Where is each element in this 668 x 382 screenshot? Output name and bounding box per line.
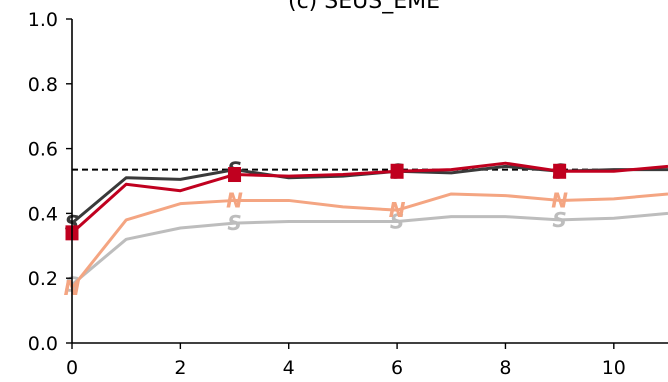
x-tick-label: 4 <box>283 357 295 379</box>
y-tick-label: 0.8 <box>28 74 58 96</box>
data-point <box>125 177 127 179</box>
data-point <box>613 198 615 200</box>
x-tick-label: 2 <box>174 357 186 379</box>
data-point <box>342 206 344 208</box>
data-point <box>125 238 127 240</box>
x-tick-label: 6 <box>391 357 403 379</box>
y-tick-label: 0.0 <box>28 333 58 355</box>
data-point <box>504 165 506 167</box>
series-line <box>70 161 668 234</box>
series-marker: N <box>226 188 243 212</box>
data-point <box>504 195 506 197</box>
series-line <box>71 211 668 286</box>
data-point <box>288 199 290 201</box>
data-point <box>179 190 181 192</box>
data-point <box>450 169 452 171</box>
data-point <box>342 221 344 222</box>
data-point <box>179 178 181 180</box>
data-point <box>450 172 452 174</box>
y-tick-label: 0.2 <box>28 268 58 290</box>
x-tick-label: 0 <box>66 357 78 379</box>
data-point <box>342 174 344 176</box>
series-2: NN N N <box>64 188 668 300</box>
series-marker: S <box>227 211 241 235</box>
series-line <box>70 192 668 289</box>
data-point <box>559 219 561 221</box>
series-marker: N <box>389 198 406 222</box>
data-point <box>559 199 561 201</box>
x-tick-label: 8 <box>499 357 511 379</box>
series-marker <box>390 163 404 179</box>
data-point <box>125 219 127 221</box>
data-point <box>396 209 398 211</box>
data-point <box>613 217 615 219</box>
y-tick-label: 1.0 <box>28 9 58 31</box>
data-point <box>504 162 506 164</box>
data-point <box>288 175 290 177</box>
data-point <box>125 183 127 185</box>
series-marker <box>228 167 242 183</box>
y-tick-label: 0.4 <box>28 203 58 225</box>
data-point <box>179 227 181 229</box>
series-marker <box>553 163 567 179</box>
data-point <box>288 221 290 222</box>
data-point <box>613 170 615 172</box>
data-point <box>450 216 452 218</box>
data-point <box>179 203 181 205</box>
data-point <box>234 222 236 224</box>
data-point <box>504 216 506 218</box>
series-line <box>71 164 668 225</box>
series-marker: S <box>552 208 566 232</box>
data-point <box>234 199 236 201</box>
chart-title: (c) SEUS_EME <box>288 0 440 14</box>
series-3: SS S S <box>65 208 668 297</box>
series-marker: S <box>390 210 404 234</box>
data-point <box>450 193 452 195</box>
series-marker: N <box>551 188 568 212</box>
data-point <box>396 221 398 222</box>
y-tick-label: 0.6 <box>28 139 58 161</box>
x-tick-label: 10 <box>602 357 626 379</box>
